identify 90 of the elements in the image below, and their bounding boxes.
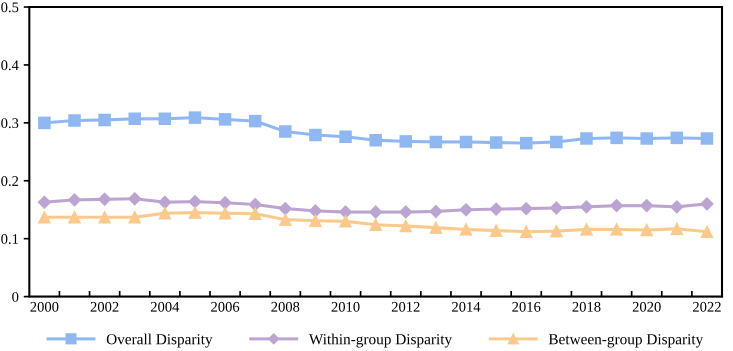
legend-label: Overall Disparity <box>106 334 213 348</box>
x-tick-label: 2012 <box>392 302 420 312</box>
point <box>670 132 684 144</box>
point <box>610 132 623 144</box>
point <box>279 125 292 138</box>
point <box>459 203 473 216</box>
point <box>339 130 352 143</box>
point <box>279 213 292 226</box>
point <box>248 208 262 220</box>
point <box>430 136 442 148</box>
point <box>580 223 593 236</box>
point <box>38 196 51 209</box>
point <box>68 211 81 224</box>
point <box>188 111 202 124</box>
point <box>68 114 81 127</box>
x-tick-label: 2000 <box>30 302 58 312</box>
point <box>369 218 382 232</box>
y-tick-label: 0.1 <box>1 234 18 244</box>
point <box>98 192 112 206</box>
point <box>309 214 322 227</box>
point <box>98 211 111 224</box>
x-tick-label: 2002 <box>90 302 118 312</box>
point <box>338 205 352 219</box>
point <box>38 116 51 130</box>
point <box>610 223 623 236</box>
point <box>128 192 142 206</box>
x-tick-label: 2022 <box>693 302 721 312</box>
point <box>158 206 172 220</box>
point <box>188 206 202 219</box>
point <box>309 128 322 142</box>
point <box>339 215 352 228</box>
point <box>98 114 111 126</box>
point <box>68 193 82 206</box>
point <box>550 224 563 238</box>
point <box>38 211 51 224</box>
legend-label: Within-group Disparity <box>308 334 452 348</box>
x-tick-label: 2016 <box>512 302 540 312</box>
point <box>670 222 684 236</box>
y-tick-label: 0.2 <box>1 176 18 186</box>
point <box>640 132 653 145</box>
legend-label: Between-group Disparity <box>548 334 704 348</box>
point <box>580 132 593 145</box>
x-tick-label: 2004 <box>150 302 180 312</box>
point <box>248 114 262 128</box>
x-tick-label: 2010 <box>332 302 360 312</box>
point <box>520 136 532 150</box>
point <box>369 205 382 219</box>
point <box>188 195 202 208</box>
point <box>218 206 232 220</box>
y-tick-label: 0.3 <box>1 118 18 128</box>
point <box>128 211 141 224</box>
point <box>308 204 322 218</box>
y-tick-label: 0.5 <box>1 2 18 12</box>
point <box>158 196 172 209</box>
point <box>490 202 503 216</box>
y-tick-label: 0.4 <box>1 60 19 70</box>
y-tick-label: 0 <box>12 292 18 302</box>
x-tick-label: 2020 <box>632 302 661 312</box>
point <box>670 200 684 214</box>
point <box>610 199 624 212</box>
point <box>460 223 472 236</box>
point <box>218 196 232 210</box>
point <box>429 204 442 218</box>
point <box>248 198 262 212</box>
point <box>400 135 412 148</box>
point <box>218 113 232 126</box>
point <box>550 136 563 148</box>
point <box>520 225 532 238</box>
x-tick-label: 2008 <box>271 302 300 312</box>
point <box>700 225 714 238</box>
point <box>369 134 382 146</box>
point <box>430 221 442 234</box>
x-tick-label: 2014 <box>452 302 480 312</box>
point <box>460 136 472 148</box>
x-tick-label: 2018 <box>572 302 601 312</box>
point <box>700 197 714 211</box>
point <box>128 112 141 126</box>
point <box>490 136 502 149</box>
point <box>640 224 653 236</box>
point <box>490 224 502 237</box>
point <box>520 202 533 216</box>
point <box>399 205 412 219</box>
point <box>158 112 172 126</box>
point <box>400 220 412 232</box>
point <box>278 202 292 216</box>
x-tick-label: 2006 <box>211 302 240 312</box>
point <box>640 199 654 212</box>
point <box>550 201 563 215</box>
point <box>580 200 594 214</box>
point <box>700 132 714 145</box>
